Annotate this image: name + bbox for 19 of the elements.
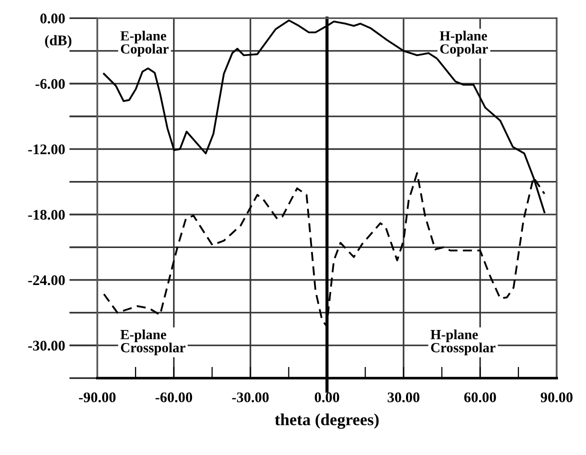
x-tick-label: -60.00 <box>156 392 192 402</box>
x-tick-label: -90.00 <box>78 392 116 402</box>
x-tick-label: 90.00 <box>540 392 573 402</box>
annotation: E-plane Copolar <box>120 30 169 56</box>
y-tick-label: -24.00 <box>28 275 65 286</box>
x-tick-label: 30.00 <box>388 392 420 402</box>
y-tick-label: -12.00 <box>28 144 65 154</box>
annotation: H-plane Crosspolar <box>430 330 496 356</box>
x-tick-label: 0.00 <box>314 392 340 402</box>
x-tick-label: 60.00 <box>464 392 496 402</box>
annotation: H-plane Copolar <box>440 30 488 56</box>
annotation: E-plane Crosspolar <box>120 330 186 356</box>
y-tick-label: 0.00 <box>40 14 65 24</box>
y-tick-label: -30.00 <box>28 340 65 351</box>
y-tick-label: -6.00 <box>35 79 65 89</box>
y-tick-label: -18.00 <box>28 210 65 220</box>
x-axis-title: theta (degrees) <box>274 414 379 429</box>
x-tick-label: -30.00 <box>232 392 269 402</box>
y-axis-title: (dB) <box>45 35 72 48</box>
